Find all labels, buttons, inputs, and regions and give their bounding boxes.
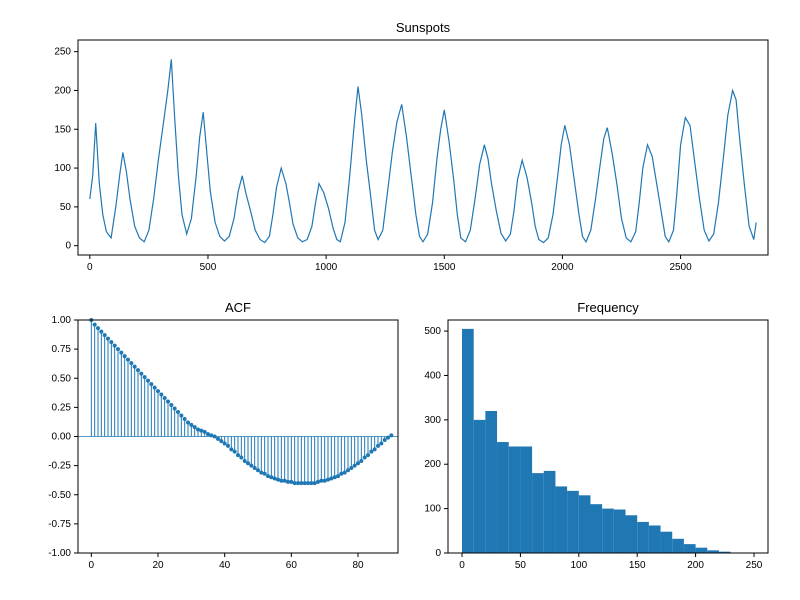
- y-tick-label: 150: [54, 124, 71, 135]
- x-tick-label: 200: [687, 560, 704, 571]
- y-tick-label: 0: [65, 241, 71, 252]
- sunspots-line: [90, 59, 756, 242]
- x-tick-label: 1500: [433, 262, 456, 273]
- y-tick-label: 50: [60, 202, 72, 213]
- x-tick-label: 2500: [669, 262, 692, 273]
- y-tick-label: -0.25: [48, 461, 71, 472]
- y-tick-label: 0.00: [52, 432, 72, 443]
- x-tick-label: 2000: [551, 262, 574, 273]
- x-tick-label: 1000: [315, 262, 338, 273]
- x-tick-label: 80: [352, 560, 364, 571]
- y-tick-label: 0.25: [52, 402, 72, 413]
- x-tick-label: 500: [200, 262, 217, 273]
- y-tick-label: 0.50: [52, 373, 72, 384]
- y-tick-label: 500: [424, 326, 441, 337]
- x-tick-label: 40: [219, 560, 231, 571]
- y-tick-label: 250: [54, 47, 71, 58]
- x-tick-label: 0: [459, 560, 465, 571]
- y-tick-label: -0.50: [48, 490, 71, 501]
- figure-container: 05001000150020002500050100150200250Sunsp…: [0, 0, 800, 600]
- x-tick-label: 0: [89, 560, 95, 571]
- acf-chart: 0 20 40 60 80 -1.00 -0.75 -0.50 -0.25 0.00 0.25 0.5…: [48, 300, 398, 571]
- x-tick-label: 60: [286, 560, 298, 571]
- y-tick-label: 400: [424, 370, 441, 381]
- y-tick-label: -1.00: [48, 548, 71, 559]
- sunspots-title: Sunspots: [396, 20, 451, 35]
- x-tick-label: 100: [570, 560, 587, 571]
- y-tick-label: 100: [424, 504, 441, 515]
- x-tick-label: 0: [87, 262, 93, 273]
- figure-svg: 05001000150020002500050100150200250Sunsp…: [0, 0, 800, 600]
- y-tick-label: 100: [54, 163, 71, 174]
- frequency-title: Frequency: [577, 300, 639, 315]
- y-tick-label: 0: [435, 548, 441, 559]
- x-tick-label: 250: [746, 560, 763, 571]
- frequency-chart: 0 50 100 150 200 250 0 100 200 300 400 500 Frequency: [424, 300, 768, 571]
- y-tick-label: 200: [424, 459, 441, 470]
- x-tick-label: 20: [152, 560, 164, 571]
- y-tick-label: 200: [54, 85, 71, 96]
- y-tick-label: 1.00: [52, 315, 72, 326]
- x-tick-label: 150: [629, 560, 646, 571]
- sunspots-chart: 0 500 1000 1500 2000 2500 0 50 100 150 200 250 Sunsp…: [54, 20, 768, 273]
- y-tick-label: 300: [424, 415, 441, 426]
- x-tick-label: 50: [515, 560, 527, 571]
- acf-title: ACF: [225, 300, 251, 315]
- y-tick-label: 0.75: [52, 344, 72, 355]
- y-tick-label: -0.75: [48, 519, 71, 530]
